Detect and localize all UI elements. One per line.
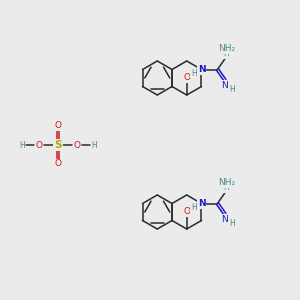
Text: N: N: [221, 214, 228, 224]
Text: NH₂: NH₂: [218, 44, 236, 53]
Text: O: O: [74, 140, 80, 149]
Text: H: H: [223, 50, 229, 58]
Text: O: O: [183, 74, 190, 82]
Text: O: O: [55, 122, 62, 130]
Text: H: H: [191, 70, 197, 79]
Text: H: H: [229, 85, 235, 94]
Text: O: O: [35, 140, 43, 149]
Text: H: H: [223, 183, 229, 192]
Text: N: N: [221, 81, 228, 90]
Text: N: N: [198, 199, 205, 208]
Text: H: H: [19, 140, 25, 149]
Text: H: H: [229, 219, 235, 228]
Text: O: O: [55, 160, 62, 169]
Text: NH₂: NH₂: [218, 178, 236, 188]
Text: H: H: [191, 203, 197, 212]
Text: N: N: [198, 65, 205, 74]
Text: O: O: [183, 208, 190, 217]
Text: H: H: [91, 140, 97, 149]
Text: S: S: [54, 140, 62, 150]
